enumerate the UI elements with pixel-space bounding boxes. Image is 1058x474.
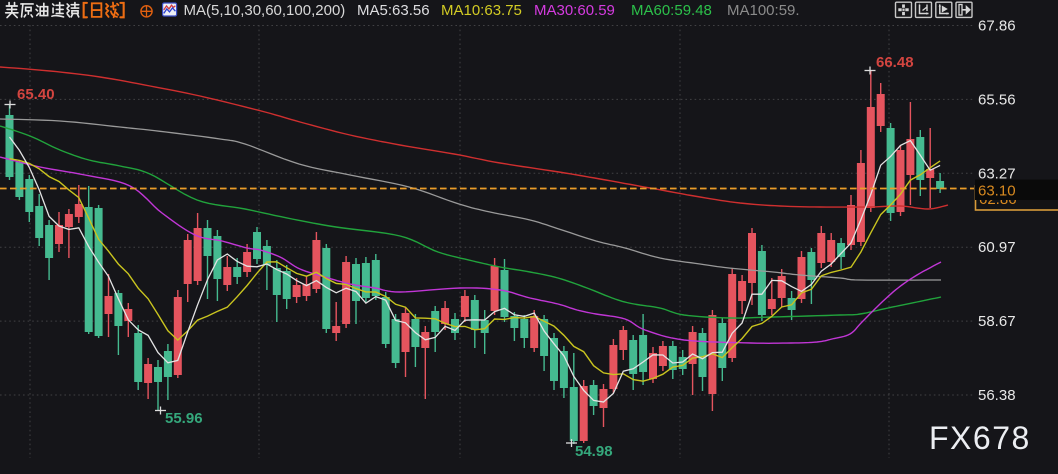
- svg-text:MA30:60.59: MA30:60.59: [534, 2, 615, 19]
- svg-text:MA10:63.75: MA10:63.75: [441, 2, 522, 19]
- svg-text:MA100:59.: MA100:59.: [727, 2, 800, 19]
- svg-text:67.86: 67.86: [978, 18, 1016, 35]
- svg-text:FX678: FX678: [929, 420, 1031, 456]
- svg-text:MA60:59.48: MA60:59.48: [631, 2, 712, 19]
- svg-text:MA(5,10,30,60,100,200): MA(5,10,30,60,100,200): [184, 2, 346, 19]
- svg-text:55.96: 55.96: [165, 410, 203, 427]
- svg-text:58.67: 58.67: [978, 313, 1016, 330]
- svg-text:66.48: 66.48: [876, 54, 914, 71]
- svg-text:65.40: 65.40: [17, 86, 55, 103]
- svg-text:54.98: 54.98: [575, 443, 613, 460]
- svg-text:56.38: 56.38: [978, 387, 1016, 404]
- svg-text:60.97: 60.97: [978, 239, 1016, 256]
- svg-text:63.10: 63.10: [978, 183, 1016, 200]
- svg-text:MA5:63.56: MA5:63.56: [357, 2, 430, 19]
- svg-text:63.27: 63.27: [978, 165, 1016, 182]
- svg-text:65.56: 65.56: [978, 91, 1016, 108]
